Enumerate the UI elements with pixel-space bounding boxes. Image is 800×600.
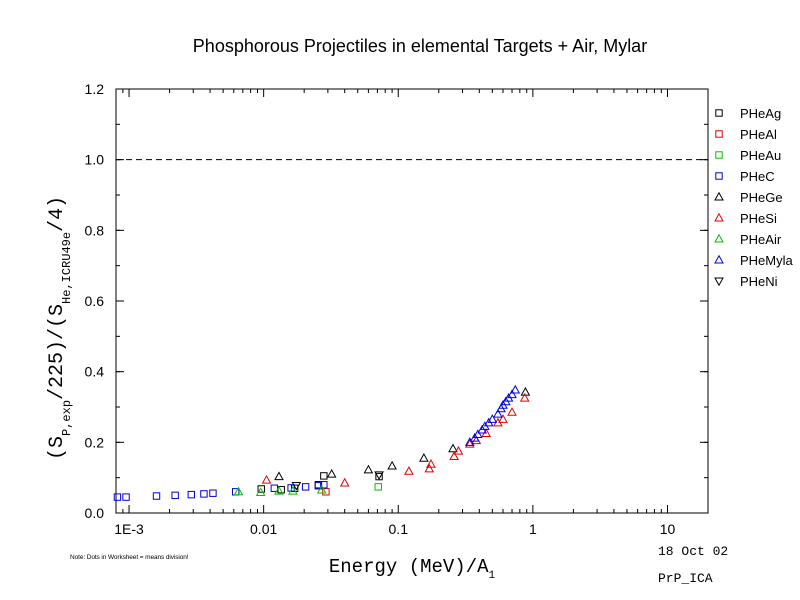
legend-label: PHeAu <box>740 148 781 163</box>
legend-marker <box>714 233 724 243</box>
y-tick-label: 0.4 <box>85 364 105 380</box>
series-phesi <box>261 392 530 487</box>
series-phec <box>113 481 328 501</box>
data-point <box>472 429 483 439</box>
legend-marker <box>715 109 723 117</box>
x-tick-label: 10 <box>660 521 676 537</box>
data-point <box>209 489 217 497</box>
data-point <box>322 488 330 496</box>
y-tick-label: 0.2 <box>85 434 105 450</box>
data-point <box>426 459 436 468</box>
legend-marker <box>715 172 723 180</box>
legend-label: PHeGe <box>740 190 783 205</box>
data-point <box>316 484 327 494</box>
legend: PHeAg PHeAl PHeAu PHeC PHeGe PHeSi PHeAir PHeMy… <box>714 106 794 289</box>
data-point <box>326 468 337 478</box>
y-tick-label: 0.0 <box>85 505 105 521</box>
x-tick-label: 1E-3 <box>114 521 144 537</box>
data-point <box>270 484 279 492</box>
data-point <box>507 407 517 416</box>
data-point <box>404 466 414 475</box>
y-tick-label: 1.2 <box>85 81 105 97</box>
data-point <box>291 481 302 491</box>
footnote: Note: Dots in Worksheet = means division… <box>70 554 189 561</box>
date-stamp: 18 Oct 02 <box>658 544 729 559</box>
data-point <box>261 474 272 484</box>
y-tick-label: 0.8 <box>85 222 105 238</box>
data-point <box>320 472 328 480</box>
data-point <box>374 471 384 481</box>
series-pheau <box>374 483 382 491</box>
chart-title: Phosphorous Projectiles in elemental Tar… <box>192 36 648 56</box>
y-axis-label: (SP,exp/225)/(SHe,ICRU49e/4) <box>46 196 74 460</box>
legend-marker <box>715 151 723 159</box>
data-point <box>493 408 503 418</box>
series-phege <box>274 386 531 481</box>
data-point <box>113 493 122 501</box>
data-point <box>320 481 328 489</box>
legend-label: PHeAg <box>740 106 781 121</box>
legend-marker <box>714 254 724 264</box>
data-point <box>448 443 458 453</box>
data-point <box>520 386 531 396</box>
data-point <box>374 483 382 491</box>
data-point <box>519 392 530 402</box>
legend-marker <box>715 130 723 138</box>
legend-marker <box>714 277 724 287</box>
data-point <box>274 485 284 495</box>
data-point <box>122 493 130 501</box>
data-point <box>257 485 265 493</box>
data-point <box>187 490 195 499</box>
data-point <box>464 437 475 446</box>
legend-label: PHeAl <box>740 127 777 142</box>
data-point <box>339 477 350 487</box>
data-point <box>200 490 208 498</box>
series-pheair <box>233 484 327 497</box>
x-tick-label: 0.1 <box>389 521 409 537</box>
y-tick-label: 1.0 <box>85 152 105 168</box>
data-point <box>233 486 244 496</box>
x-tick-label: 0.01 <box>250 521 277 537</box>
data-point <box>301 483 310 491</box>
plot-frame <box>115 88 709 514</box>
legend-label: PHeC <box>740 169 775 184</box>
data-point <box>507 389 517 399</box>
data-point <box>453 445 464 455</box>
legend-label: PHeMyla <box>740 253 794 268</box>
data-point <box>152 492 161 500</box>
legend-label: PHeAir <box>740 232 782 247</box>
data-point <box>487 414 498 423</box>
series-pheal <box>322 488 330 496</box>
series-pheni <box>291 471 384 491</box>
series-phemyla <box>464 384 521 446</box>
data-point <box>255 487 266 497</box>
data-point <box>424 463 435 473</box>
legend-marker <box>714 191 724 201</box>
data-point <box>419 453 429 462</box>
data-point <box>387 460 397 470</box>
x-tick-label: 1 <box>529 521 537 537</box>
y-tick-label: 0.6 <box>85 293 105 309</box>
data-point <box>274 471 284 481</box>
data-point <box>498 414 508 423</box>
legend-label: PHeNi <box>740 274 778 289</box>
legend-label: PHeSi <box>740 211 777 226</box>
legend-marker <box>714 212 724 222</box>
data-point <box>510 384 521 394</box>
code-stamp: PrP_ICA <box>658 571 713 586</box>
x-axis-label: Energy (MeV)/A1 <box>329 556 496 582</box>
data-point <box>449 451 459 460</box>
data-point <box>363 464 374 474</box>
data-point <box>288 485 298 495</box>
data-point <box>171 491 179 500</box>
